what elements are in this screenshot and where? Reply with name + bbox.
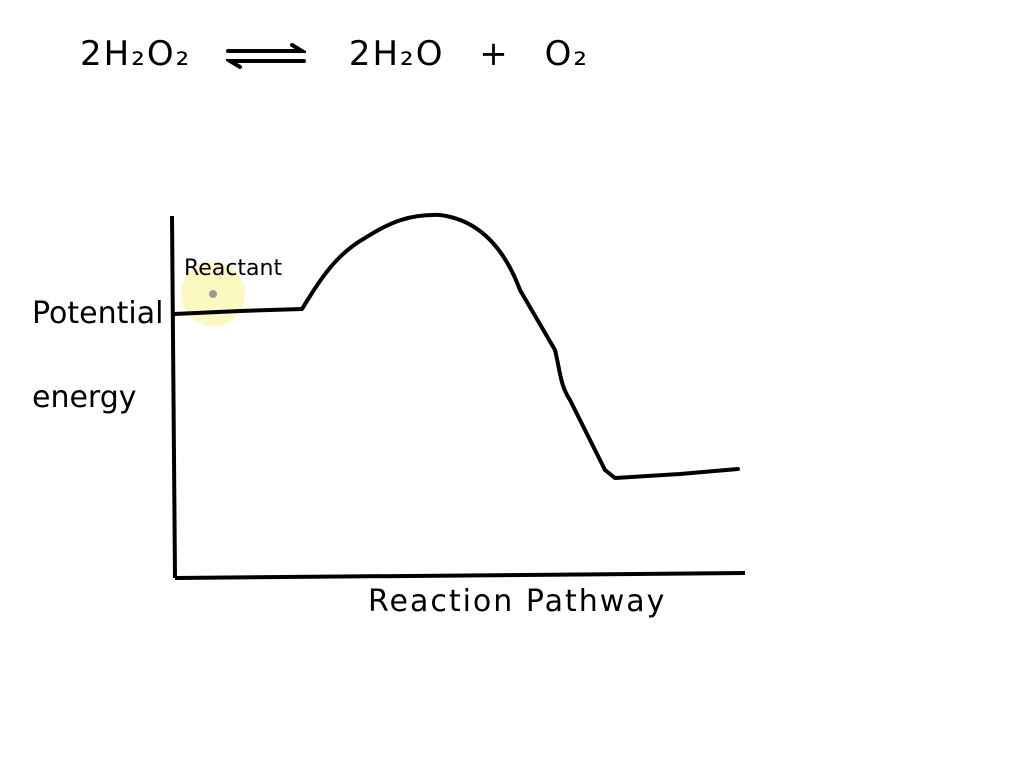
product-oxygen: O₂ xyxy=(544,34,589,74)
plus-sign: + xyxy=(479,34,510,74)
chemical-equation: 2H₂O₂ 2H₂O + O₂ xyxy=(80,34,611,74)
x-axis xyxy=(174,571,746,580)
product-water: 2H₂O xyxy=(348,34,445,74)
y-axis xyxy=(170,215,177,579)
reactant-formula: 2H₂O₂ xyxy=(80,34,192,74)
reactant-label: Reactant xyxy=(184,256,283,281)
equilibrium-arrow-icon xyxy=(226,42,307,69)
y-axis-label-line1: Potential xyxy=(32,296,164,331)
energy-curve xyxy=(172,212,740,480)
y-axis-label-line2: energy xyxy=(32,380,137,415)
cursor-pointer-icon xyxy=(209,290,217,298)
x-axis-label: Reaction Pathway xyxy=(368,584,667,619)
